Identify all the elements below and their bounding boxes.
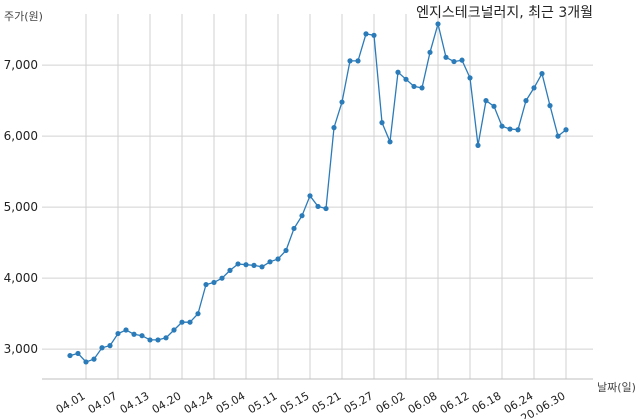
- y-tick-label: 4,000: [4, 271, 38, 285]
- x-tick-label: 04.20: [150, 389, 184, 416]
- data-point: [411, 83, 417, 90]
- y-tick-label: 6,000: [4, 129, 38, 143]
- data-point: [115, 330, 121, 337]
- y-axis-unit-label: 주가(원): [4, 10, 43, 23]
- data-point: [435, 21, 441, 27]
- x-tick-label: 06.02: [374, 389, 408, 416]
- x-axis-unit-label: 날짜(일): [597, 380, 636, 394]
- data-point: [523, 98, 529, 104]
- data-point: [467, 75, 473, 81]
- x-tick-label: 05.15: [278, 389, 312, 416]
- data-point: [187, 319, 193, 325]
- data-point: [491, 103, 497, 109]
- data-point: [539, 71, 545, 77]
- data-point: [459, 57, 465, 63]
- data-point: [91, 356, 97, 362]
- data-point: [547, 103, 553, 109]
- data-point: [323, 205, 329, 212]
- data-point: [83, 359, 89, 365]
- data-point: [427, 49, 433, 55]
- data-point: [147, 337, 153, 343]
- data-point: [307, 193, 313, 199]
- price-series: [67, 21, 569, 365]
- data-point: [363, 31, 369, 37]
- data-point: [507, 126, 513, 132]
- data-point: [451, 58, 457, 65]
- data-point: [499, 123, 505, 129]
- data-point: [331, 125, 337, 131]
- data-point: [163, 335, 169, 341]
- data-point: [171, 327, 177, 333]
- x-tick-label: 04.07: [86, 389, 120, 416]
- data-point: [387, 139, 393, 145]
- x-tick-label: 04.24: [182, 389, 216, 416]
- data-point: [67, 352, 73, 359]
- data-point: [419, 85, 425, 91]
- x-tick-labels: 04.0104.0704.1304.2004.2405.0405.1105.15…: [54, 389, 568, 419]
- y-tick-label: 5,000: [4, 200, 38, 214]
- data-point: [315, 203, 321, 210]
- data-point: [531, 85, 537, 91]
- y-tick-label: 7,000: [4, 58, 38, 72]
- data-point: [275, 256, 281, 262]
- data-point: [211, 279, 217, 286]
- data-point: [555, 133, 561, 139]
- data-point: [443, 54, 449, 60]
- data-point: [235, 261, 241, 267]
- x-tick-label: 06.08: [406, 389, 440, 416]
- data-point: [379, 120, 385, 126]
- data-point: [267, 259, 273, 265]
- data-point: [99, 345, 105, 351]
- x-tick-label: 04.01: [54, 389, 88, 416]
- data-point: [219, 275, 225, 281]
- data-point: [107, 343, 113, 349]
- data-point: [123, 327, 129, 333]
- data-point: [563, 127, 569, 133]
- data-point: [259, 264, 265, 270]
- data-point: [347, 58, 353, 64]
- data-point: [75, 350, 81, 357]
- chart-title: 엔지스테크널러지, 최근 3개월: [416, 5, 593, 21]
- data-point: [195, 311, 201, 317]
- data-point: [371, 32, 377, 38]
- x-tick-label: 05.27: [342, 389, 376, 416]
- x-tick-label: 05.21: [310, 389, 344, 416]
- data-point: [475, 142, 481, 148]
- data-point: [283, 247, 289, 254]
- x-tick-label: 05.11: [246, 389, 280, 416]
- grid-layer: [42, 14, 593, 380]
- data-point: [179, 319, 185, 325]
- x-tick-label: 04.13: [118, 389, 152, 416]
- data-point: [203, 281, 209, 288]
- data-point: [243, 262, 249, 268]
- data-point: [131, 331, 137, 337]
- data-point: [395, 69, 401, 75]
- data-point: [515, 127, 521, 133]
- data-point: [291, 225, 297, 232]
- data-point: [227, 267, 233, 273]
- x-tick-label: 06.12: [438, 389, 472, 416]
- data-point: [299, 213, 305, 219]
- price-line: [69, 21, 567, 363]
- data-point: [403, 76, 409, 82]
- y-tick-label: 3,000: [4, 342, 38, 356]
- data-point: [483, 98, 489, 104]
- x-tick-label: 06.18: [470, 389, 504, 416]
- data-point: [155, 337, 161, 343]
- y-tick-labels: 3,000 4,000 5,000 6,000 7,000: [4, 58, 38, 356]
- data-point: [139, 333, 145, 339]
- x-tick-label: 05.04: [214, 389, 248, 416]
- data-point: [355, 58, 361, 64]
- data-point: [339, 99, 345, 105]
- data-point: [251, 262, 257, 268]
